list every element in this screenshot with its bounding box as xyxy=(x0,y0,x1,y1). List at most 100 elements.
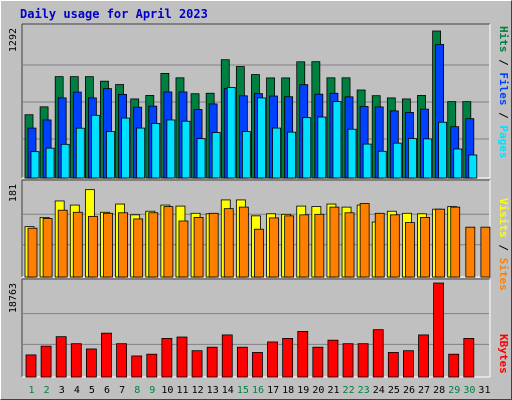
sites-bar xyxy=(344,212,355,278)
pages-bar xyxy=(60,143,70,179)
day-label: 5 xyxy=(89,385,95,396)
legend-entry: Sites xyxy=(497,258,510,291)
legend-2: KBytes xyxy=(497,334,510,374)
sites-bar xyxy=(254,228,264,278)
legend-1: Visits / Sites xyxy=(497,198,510,291)
day-label: 27 xyxy=(418,385,430,396)
legend-separator: / xyxy=(497,238,510,258)
day-label: 2 xyxy=(44,385,50,396)
day-label: 20 xyxy=(312,385,324,396)
sites-bar xyxy=(389,214,400,278)
pages-bar xyxy=(423,138,432,179)
kbytes-bar xyxy=(297,331,309,378)
kbytes-bar xyxy=(40,345,52,378)
sites-bar xyxy=(269,217,279,278)
day-label: 16 xyxy=(252,385,264,396)
legend-entry: Files xyxy=(497,72,510,105)
day-label: 29 xyxy=(448,385,460,396)
pages-bar xyxy=(166,119,176,179)
kbytes-bar xyxy=(116,343,127,378)
sites-bar xyxy=(329,206,340,278)
sites-bar xyxy=(178,220,189,278)
day-label: 22 xyxy=(343,385,355,396)
day-label: 18 xyxy=(282,385,294,396)
y-max-label: 181 xyxy=(8,184,19,202)
pages-bar xyxy=(332,101,342,179)
pages-bar xyxy=(106,131,115,179)
day-label: 12 xyxy=(192,385,204,396)
pages-bar xyxy=(226,87,236,179)
kbytes-bar xyxy=(327,339,339,378)
sites-bar xyxy=(103,212,113,278)
pages-bar xyxy=(196,138,206,179)
kbytes-bar xyxy=(176,336,188,378)
legend-separator: / xyxy=(497,53,510,73)
kbytes-bar xyxy=(387,352,399,378)
legend-entry: Hits xyxy=(497,26,510,53)
sites-bar xyxy=(238,206,249,278)
chart-title: Daily usage for April 2023 xyxy=(20,7,208,21)
y-max-label: 1292 xyxy=(8,28,19,52)
sites-bar xyxy=(450,206,461,278)
pages-bar xyxy=(241,131,251,179)
sites-bar xyxy=(163,206,174,278)
pages-bar xyxy=(211,132,221,179)
kbytes-bar xyxy=(342,343,354,378)
day-label: 8 xyxy=(134,385,140,396)
kbytes-bar xyxy=(236,346,248,378)
pages-bar xyxy=(392,142,402,179)
pages-bar xyxy=(151,123,161,179)
day-label: 9 xyxy=(149,385,155,396)
sites-bar xyxy=(284,215,295,278)
pages-bar xyxy=(45,147,55,179)
day-label: 6 xyxy=(104,385,110,396)
kbytes-bar xyxy=(267,341,278,378)
sites-bar xyxy=(223,208,234,278)
day-label: 14 xyxy=(222,385,234,396)
day-label: 26 xyxy=(403,385,415,396)
sites-bar xyxy=(435,208,446,278)
kbytes-bar xyxy=(418,334,429,378)
sites-bar xyxy=(314,213,325,278)
pages-bar xyxy=(468,154,478,179)
sites-bar xyxy=(299,214,310,278)
day-label: 17 xyxy=(267,385,279,396)
day-label: 25 xyxy=(388,385,400,396)
legend-0: Hits / Files / Pages xyxy=(497,26,510,159)
legend-entry: KBytes xyxy=(497,334,510,374)
day-label: 15 xyxy=(237,385,249,396)
day-label: 23 xyxy=(358,385,370,396)
sites-bar xyxy=(480,226,491,278)
pages-bar xyxy=(287,131,297,179)
sites-bar xyxy=(118,212,128,278)
kbytes-bar xyxy=(463,338,475,378)
kbytes-bar xyxy=(252,352,263,378)
day-label: 7 xyxy=(119,385,125,396)
sites-bar xyxy=(359,203,370,278)
sites-bar xyxy=(133,218,144,278)
kbytes-bar xyxy=(101,332,112,378)
sites-bar xyxy=(420,216,430,278)
pages-bar xyxy=(438,121,448,179)
kbytes-bar xyxy=(206,346,218,378)
day-label: 21 xyxy=(327,385,339,396)
pages-bar xyxy=(181,120,191,179)
kbytes-bar xyxy=(191,350,203,378)
sites-bar xyxy=(148,212,159,278)
kbytes-bar xyxy=(70,343,82,378)
day-label: 30 xyxy=(463,385,475,396)
sites-bar xyxy=(193,216,204,278)
pages-bar xyxy=(257,97,266,179)
kbytes-bar xyxy=(146,353,158,378)
day-label: 1 xyxy=(29,385,35,396)
kbytes-bar xyxy=(372,329,384,378)
sites-bar xyxy=(465,226,476,278)
kbytes-bar xyxy=(357,343,369,378)
day-label: 13 xyxy=(207,385,219,396)
pages-bar xyxy=(30,151,40,179)
day-label: 31 xyxy=(478,385,490,396)
legend-entry: Visits xyxy=(497,198,510,238)
day-label: 4 xyxy=(74,385,80,396)
kbytes-bar xyxy=(433,282,445,378)
